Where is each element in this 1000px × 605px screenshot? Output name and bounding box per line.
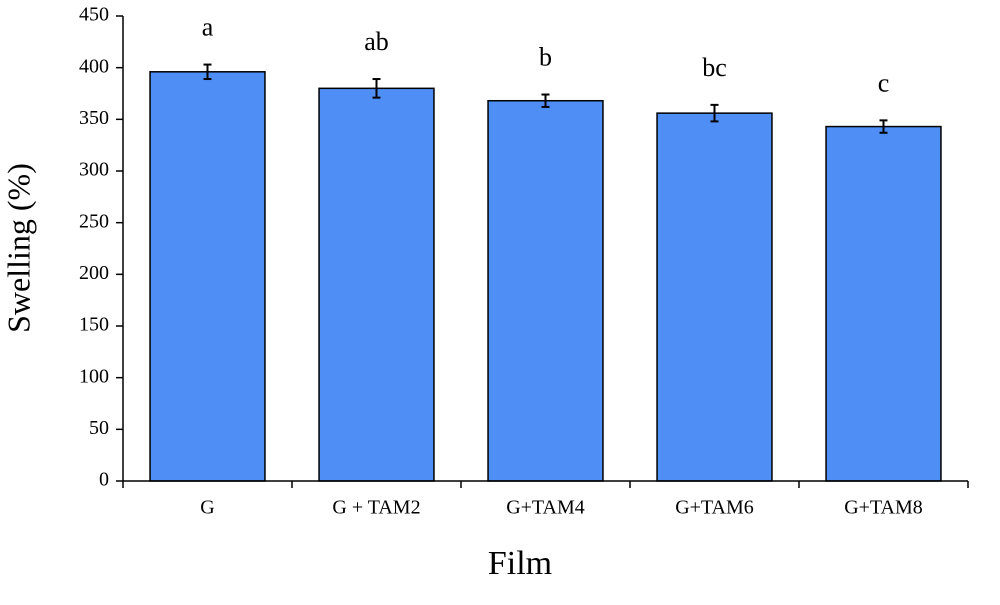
- error-bar: [372, 78, 381, 99]
- x-tick-label: G+TAM4: [506, 497, 585, 519]
- y-tick-label: 450: [79, 4, 109, 26]
- annotation: ab: [364, 27, 389, 56]
- bar: [656, 112, 773, 482]
- x-tick-label: G+TAM8: [844, 497, 923, 519]
- x-tick-label: G+TAM6: [675, 497, 754, 519]
- y-tick-label: 0: [99, 469, 109, 491]
- bar: [487, 99, 604, 482]
- y-tick-label: 300: [79, 159, 109, 181]
- bar: [825, 125, 942, 482]
- annotation: b: [539, 43, 552, 72]
- y-tick-label: 150: [79, 314, 109, 336]
- x-axis-label: Film: [488, 545, 552, 582]
- error-bar: [710, 103, 719, 123]
- x-tick-label: G: [200, 497, 214, 519]
- y-tick-label: 50: [89, 417, 109, 439]
- annotation: bc: [702, 53, 727, 82]
- y-tick-label: 350: [79, 107, 109, 129]
- annotation: a: [202, 13, 214, 42]
- error-bar: [203, 63, 212, 81]
- error-bar: [879, 119, 888, 134]
- bar: [149, 71, 266, 482]
- bar: [318, 87, 435, 482]
- annotation: c: [878, 68, 890, 97]
- y-axis-label: Swelling (%): [0, 163, 36, 333]
- y-tick-label: 400: [79, 55, 109, 77]
- y-tick-label: 200: [79, 262, 109, 284]
- y-tick-label: 100: [79, 365, 109, 387]
- y-tick-label: 250: [79, 210, 109, 232]
- x-tick-label: G + TAM2: [332, 497, 420, 519]
- error-bar: [541, 93, 550, 108]
